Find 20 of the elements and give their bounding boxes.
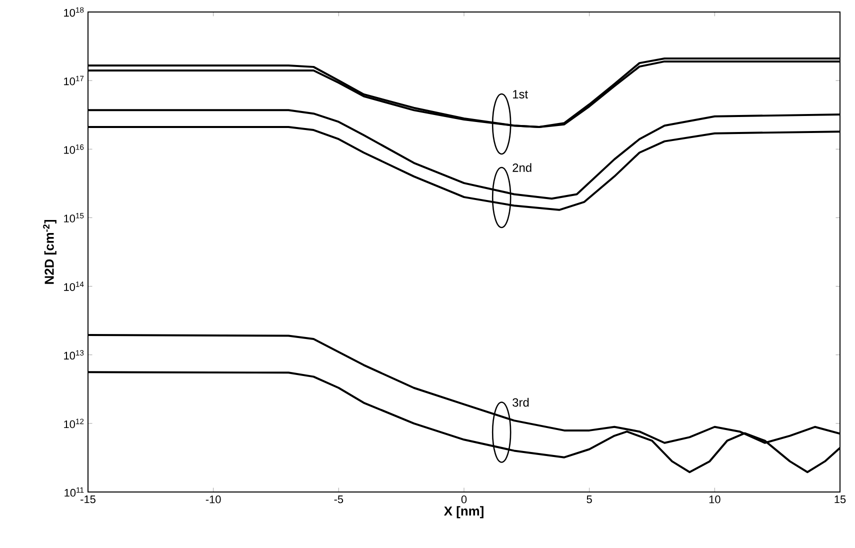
annotation: 1st xyxy=(513,90,528,98)
x-tick-label: 5 xyxy=(586,496,592,504)
y-tick-label: 10$^{13}$ xyxy=(64,350,84,360)
y-tick-label: 10$^{15}$ xyxy=(64,213,84,222)
y-tick-label: 10$^{16}$ xyxy=(64,144,84,154)
y-tick-label: 10$^{18}$ xyxy=(64,7,84,17)
y-tick-label: 10$^{17}$ xyxy=(64,76,84,86)
y-tick-label: 10$^{11}$ xyxy=(64,487,84,497)
annotation: 2nd xyxy=(512,163,532,172)
x-tick-label: 10 xyxy=(709,496,720,504)
y-tick-label: 10$^{12}$ xyxy=(64,418,84,428)
x-tick-label: -5 xyxy=(334,496,344,504)
x-tick-label: 15 xyxy=(834,496,846,504)
x-tick-label: 0 xyxy=(461,496,467,504)
y-tick-label: 10$^{14}$ xyxy=(64,282,84,291)
x-tick-label: -10 xyxy=(206,496,221,504)
x-tick-label: -15 xyxy=(80,496,96,504)
y-axis-title: N2D [cm$^{-2}$] xyxy=(43,220,56,284)
annotation: 3rd xyxy=(512,398,529,407)
x-axis-title: X [nm] xyxy=(444,506,484,518)
